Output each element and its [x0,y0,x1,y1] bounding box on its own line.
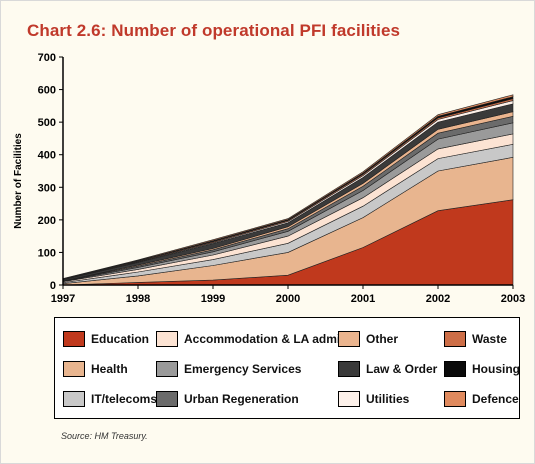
legend-label: IT/telecoms [91,392,158,406]
legend-item-utilities: Utilities [338,390,409,408]
legend-label: Urban Regeneration [184,392,299,406]
legend-label: Waste [472,332,507,346]
legend-label: Emergency Services [184,362,302,376]
legend-label: Utilities [366,392,410,406]
y-tick-label: 600 [38,85,56,97]
legend-item-education: Education [63,330,149,348]
y-tick-label: 100 [38,247,56,259]
legend-label: Defence [472,392,519,406]
x-tick-label: 1997 [51,293,75,305]
y-tick-label: 500 [38,117,56,129]
legend-item-defence: Defence [444,390,519,408]
legend-swatch [156,361,178,377]
x-tick-label: 2002 [426,293,450,305]
legend-item-urban-regeneration: Urban Regeneration [156,390,299,408]
y-tick-label: 0 [50,280,56,292]
legend-label: Health [91,362,128,376]
x-tick-label: 2000 [276,293,300,305]
y-tick-label: 400 [38,150,56,162]
legend-swatch [63,331,85,347]
legend-swatch [444,391,466,407]
legend-item-health: Health [63,360,128,378]
y-axis-label: Number of Facilities [13,133,24,229]
legend-item-other: Other [338,330,398,348]
source-note: Source: HM Treasury. [61,431,148,441]
x-tick-label: 1999 [201,293,225,305]
legend-label: Other [366,332,399,346]
legend-swatch [444,331,466,347]
legend-swatch [338,331,360,347]
y-tick-label: 200 [38,215,56,227]
legend-swatch [156,331,178,347]
legend-swatch [338,361,360,377]
y-tick-label: 300 [38,182,56,194]
legend-swatch [63,391,85,407]
legend-swatch [444,361,466,377]
x-tick-label: 2001 [351,293,375,305]
legend-label: Accommodation & LA admin [184,332,348,346]
legend-item-emergency-services: Emergency Services [156,360,301,378]
legend-item-housing: Housing [444,360,520,378]
legend-swatch [63,361,85,377]
y-tick-label: 700 [38,52,56,64]
legend-item-waste: Waste [444,330,507,348]
chart-legend: Education Accommodation & LA admin Other Wa… [54,317,520,419]
x-tick-label: 1998 [126,293,150,305]
legend-label: Education [91,332,150,346]
legend-label: Law & Order [366,362,438,376]
legend-item-law-order: Law & Order [338,360,437,378]
legend-item-accommodation-la-admin: Accommodation & LA admin [156,330,348,348]
chart-title: Chart 2.6: Number of operational PFI fac… [27,21,401,40]
x-tick-label: 2003 [501,293,525,305]
area-defence [62,94,514,280]
legend-swatch [338,391,360,407]
legend-item-it-telecoms: IT/telecoms [63,390,157,408]
chart-plot: 0 100 200 300 400 500 600 700 1997 1998 1999 2000 20… [13,52,525,305]
legend-label: Housing [472,362,520,376]
legend-swatch [156,391,178,407]
